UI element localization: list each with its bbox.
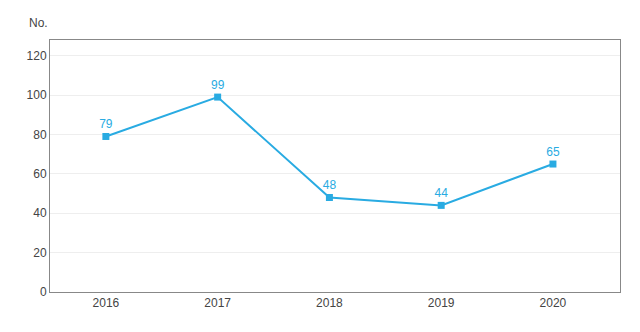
svg-text:99: 99 (211, 78, 225, 92)
svg-text:0: 0 (40, 285, 47, 299)
svg-text:48: 48 (323, 178, 337, 192)
svg-text:60: 60 (33, 167, 47, 181)
svg-text:40: 40 (33, 206, 47, 220)
svg-text:44: 44 (435, 186, 449, 200)
svg-text:2020: 2020 (540, 296, 567, 310)
svg-text:2018: 2018 (316, 296, 343, 310)
svg-text:2019: 2019 (428, 296, 455, 310)
svg-text:79: 79 (99, 117, 113, 131)
svg-text:65: 65 (546, 145, 560, 159)
svg-text:100: 100 (27, 88, 47, 102)
svg-text:No.: No. (29, 16, 48, 30)
svg-text:2016: 2016 (93, 296, 120, 310)
svg-text:120: 120 (27, 49, 47, 63)
svg-text:20: 20 (33, 246, 47, 260)
svg-text:80: 80 (33, 128, 47, 142)
svg-text:2017: 2017 (204, 296, 231, 310)
